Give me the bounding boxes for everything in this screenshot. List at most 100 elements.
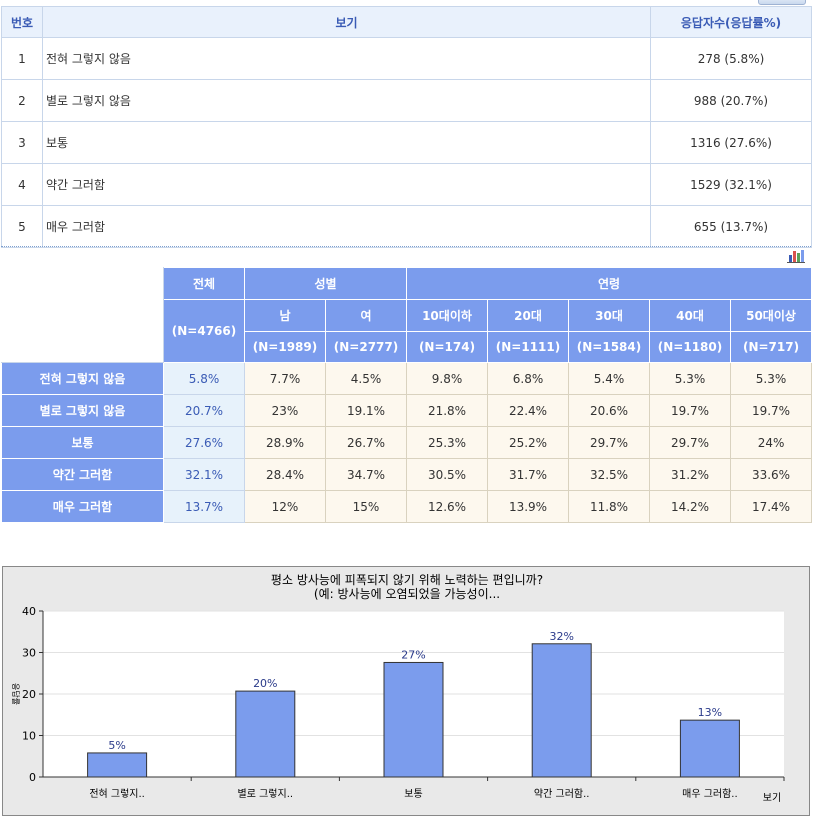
bar [531,643,592,778]
row-option: 매우 그러함 [42,205,651,248]
row-number: 4 [1,163,43,206]
response-table-header: 번호 보기 응답자수(응답률%) [1,6,812,38]
row-value: 9.8% [406,362,488,395]
row-value: 4.5% [325,362,407,395]
row-value: 29.7% [649,426,731,459]
row-label: 별로 그렇지 않음 [1,394,164,427]
bar [87,752,148,778]
cross-table: 전체 성별 연령 (N=4766) 남 여 10대이하 20대 30대 40대 … [1,267,813,523]
y-tick-label: 10 [22,730,36,743]
table-row: 2 별로 그렇지 않음 988 (20.7%) [1,79,812,122]
y-tick-label: 0 [29,771,36,784]
top-right-button[interactable] [758,0,806,5]
group-label: 30대 [568,299,650,332]
row-value: 32.5% [568,458,650,491]
row-value: 7.7% [244,362,326,395]
row-value: 29.7% [568,426,650,459]
x-tick-label: 보통 [404,788,422,800]
row-value: 19.1% [325,394,407,427]
row-value: 22.4% [487,394,569,427]
table-row: 5 매우 그러함 655 (13.7%) [1,205,812,248]
row-number: 5 [1,205,43,248]
row-value: 17.4% [729,490,813,523]
x-tick-label: 매우 그러함.. [682,788,738,800]
row-number: 2 [1,79,43,122]
table-row: 3 보통 1316 (27.6%) [1,121,812,164]
group-n: (N=1584) [568,331,650,363]
x-tick-label: 약간 그러함.. [534,788,590,800]
row-option: 보통 [42,121,651,164]
row-count: 1316 (27.6%) [650,121,812,164]
row-value: 26.7% [325,426,407,459]
table-row: 별로 그렇지 않음 20.7% 23% 19.1% 21.8% 22.4% 20… [1,394,813,427]
x-tick-label: 별로 그렇지.. [238,787,294,800]
row-value: 6.8% [487,362,569,395]
row-value: 23% [244,394,326,427]
row-value: 31.7% [487,458,569,491]
bar-value-label: 5% [108,739,125,752]
chart-canvas: 0 10 20 30 40 응답률 5% 전혀 그렇지.. 20% 별로 그렇지.. 27% 보통 32… [11,605,785,804]
row-value: 28.9% [244,426,326,459]
group-label: 10대이하 [406,299,488,332]
row-value: 19.7% [649,394,731,427]
bar-value-label: 13% [698,706,722,719]
group-label: 20대 [487,299,569,332]
bar [235,690,296,778]
bar-chart-icon[interactable] [787,249,805,263]
group-label: 남 [244,299,326,332]
header-gender: 성별 [244,267,407,300]
table-row: 약간 그러함 32.1% 28.4% 34.7% 30.5% 31.7% 32.… [1,458,813,491]
bar-chart: 평소 방사능에 피폭되지 않기 위해 노력하는 편입니까? (예: 방사능에 오… [2,566,810,816]
table-row: 매우 그러함 13.7% 12% 15% 12.6% 13.9% 11.8% 1… [1,490,813,523]
row-value: 5.3% [729,362,813,395]
x-tick-label: 전혀 그렇지.. [89,787,145,800]
y-tick-label: 40 [22,605,36,618]
header-total: 전체 [163,267,245,300]
row-value: 25.2% [487,426,569,459]
header-count: 응답자수(응답률%) [650,6,812,38]
row-count: 988 (20.7%) [650,79,812,122]
group-n: (N=1180) [649,331,731,363]
row-value: 11.8% [568,490,650,523]
row-label: 보통 [1,426,164,459]
group-label: 50대이상 [729,299,813,332]
chart-subtitle: (예: 방사능에 오염되었을 가능성이... [313,587,501,601]
row-value: 21.8% [406,394,488,427]
row-value: 25.3% [406,426,488,459]
header-total-n: (N=4766) [163,299,245,363]
table-row: 보통 27.6% 28.9% 26.7% 25.3% 25.2% 29.7% 2… [1,426,813,459]
table-row: 4 약간 그러함 1529 (32.1%) [1,163,812,206]
row-option: 전혀 그렇지 않음 [42,37,651,80]
table-row: 1 전혀 그렇지 않음 278 (5.8%) [1,37,812,80]
bar [679,719,740,778]
bar-value-label: 20% [253,677,277,690]
row-option: 약간 그러함 [42,163,651,206]
row-value: 5.4% [568,362,650,395]
bar-value-label: 27% [401,648,425,661]
table-row: 전혀 그렇지 않음 5.8% 7.7% 4.5% 9.8% 6.8% 5.4% … [1,362,813,395]
row-value: 24% [729,426,813,459]
row-label: 전혀 그렇지 않음 [1,362,164,395]
group-n: (N=2777) [325,331,407,363]
row-count: 655 (13.7%) [650,205,812,248]
chart-title: 평소 방사능에 피폭되지 않기 위해 노력하는 편입니까? [270,573,544,587]
row-number: 1 [1,37,43,80]
y-tick-label: 30 [22,647,36,660]
row-label: 약간 그러함 [1,458,164,491]
row-total: 5.8% [163,362,245,395]
y-axis-label: 응답률 [11,683,21,705]
bar [383,661,444,778]
row-value: 34.7% [325,458,407,491]
row-value: 20.6% [568,394,650,427]
response-table: 번호 보기 응답자수(응답률%) 1 전혀 그렇지 않음 278 (5.8%) … [1,6,812,248]
x-axis-label: 보기 [763,792,781,804]
row-value: 12.6% [406,490,488,523]
row-value: 13.9% [487,490,569,523]
row-value: 33.6% [729,458,813,491]
group-label: 40대 [649,299,731,332]
group-label: 여 [325,299,407,332]
header-number: 번호 [1,6,43,38]
row-total: 27.6% [163,426,245,459]
row-number: 3 [1,121,43,164]
row-value: 15% [325,490,407,523]
